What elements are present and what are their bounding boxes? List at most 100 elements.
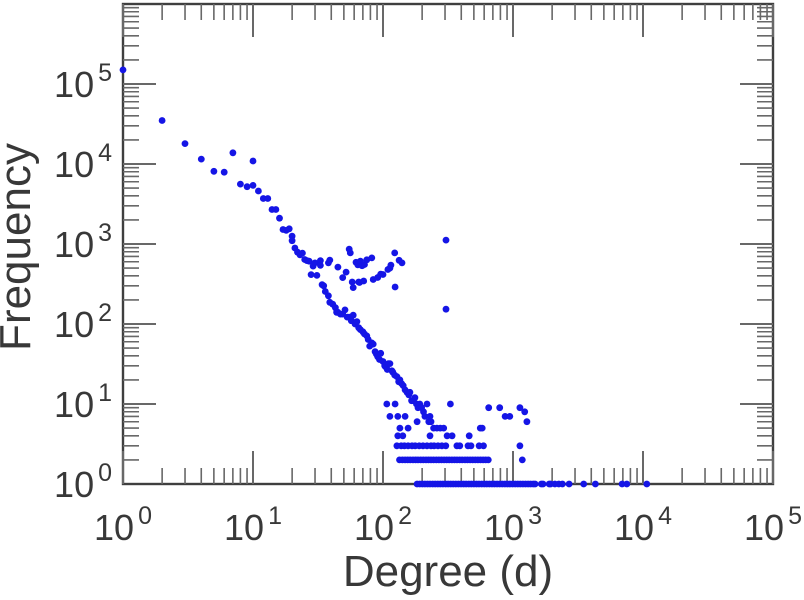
data-point [396,424,404,432]
data-point [447,400,454,408]
data-point [456,442,464,450]
data-point [391,283,399,291]
data-point [442,236,450,244]
data-point [592,480,599,488]
data-point [442,442,450,450]
data-point [158,117,166,124]
data-point [272,206,280,213]
data-point [276,214,283,222]
tick-label: 10 2 [354,502,412,548]
data-point [518,456,526,464]
data-point [325,292,332,300]
tick-label: 10 4 [614,502,672,548]
data-point [485,404,493,412]
data-point [317,257,324,264]
data-point [643,480,651,488]
data-point [264,195,272,202]
data-point [539,480,547,488]
y-axis-title: Frequency [0,143,40,351]
data-point [197,155,205,163]
data-point [379,271,387,278]
data-point [426,432,434,440]
data-point [394,413,402,420]
data-point [516,404,524,412]
data-point [386,413,394,420]
data-point [220,168,228,176]
tick-label: 10 0 [94,502,152,548]
data-point [369,340,377,348]
data-point [411,394,419,402]
data-point [339,274,347,281]
x-tick-labels: 10 0 10 1 10 2 10 3 10 4 10 5 [94,502,802,548]
data-point [580,480,588,488]
data-point [243,183,251,191]
data-point [406,388,414,396]
data-point [394,432,402,440]
data-point [443,432,451,440]
data-point [342,268,350,276]
data-point [249,157,257,165]
data-point [398,259,406,267]
tick-label: 10 5 [744,502,802,548]
data-point [465,432,473,440]
data-point [559,480,566,488]
data-point [311,259,319,267]
data-point [210,167,218,175]
data-point [623,480,631,488]
data-point [305,257,313,265]
data-point [427,418,435,426]
data-point [421,413,429,420]
data-point [346,249,354,257]
tick-label: 10 3 [54,219,112,265]
data-point [255,187,262,195]
data-point [349,311,357,319]
data-point [119,66,127,74]
minor-tick-path [123,4,773,484]
data-point [360,277,368,285]
data-point [442,305,450,313]
minor-tick-marks [123,4,773,484]
data-point [391,249,399,257]
tick-label: 10 4 [54,139,112,185]
data-point [313,272,321,279]
tick-label: 10 0 [54,459,112,505]
data-point [521,408,529,416]
data-point [326,256,334,264]
data-point [404,424,412,432]
data-point [618,480,626,488]
data-point [399,432,407,440]
data-point [334,263,342,271]
data-point [478,424,486,432]
data-point [523,418,531,426]
major-tick-marks [122,4,774,484]
tick-label: 10 5 [54,59,112,105]
data-point [426,413,434,420]
major-tick-path [122,4,774,484]
data-point [387,261,395,269]
data-point [249,182,257,189]
data-point [516,442,524,450]
data-point [501,413,509,420]
tick-label: 10 1 [224,502,282,548]
data-point [317,262,324,269]
data-point [401,413,409,420]
data-point [531,480,539,488]
data-point [480,442,487,450]
data-point [181,140,189,148]
plot-frame [121,2,775,486]
data-point [386,360,394,367]
tick-label: 10 2 [54,299,112,345]
x-axis-title: Degree (d) [343,547,553,596]
data-point [285,225,293,233]
data-point [413,418,421,426]
data-point [288,237,296,245]
data-point [349,284,357,291]
data-point [320,282,328,290]
data-point [391,400,399,408]
data-point [440,424,448,432]
data-point [496,404,504,412]
data-point [348,278,356,286]
